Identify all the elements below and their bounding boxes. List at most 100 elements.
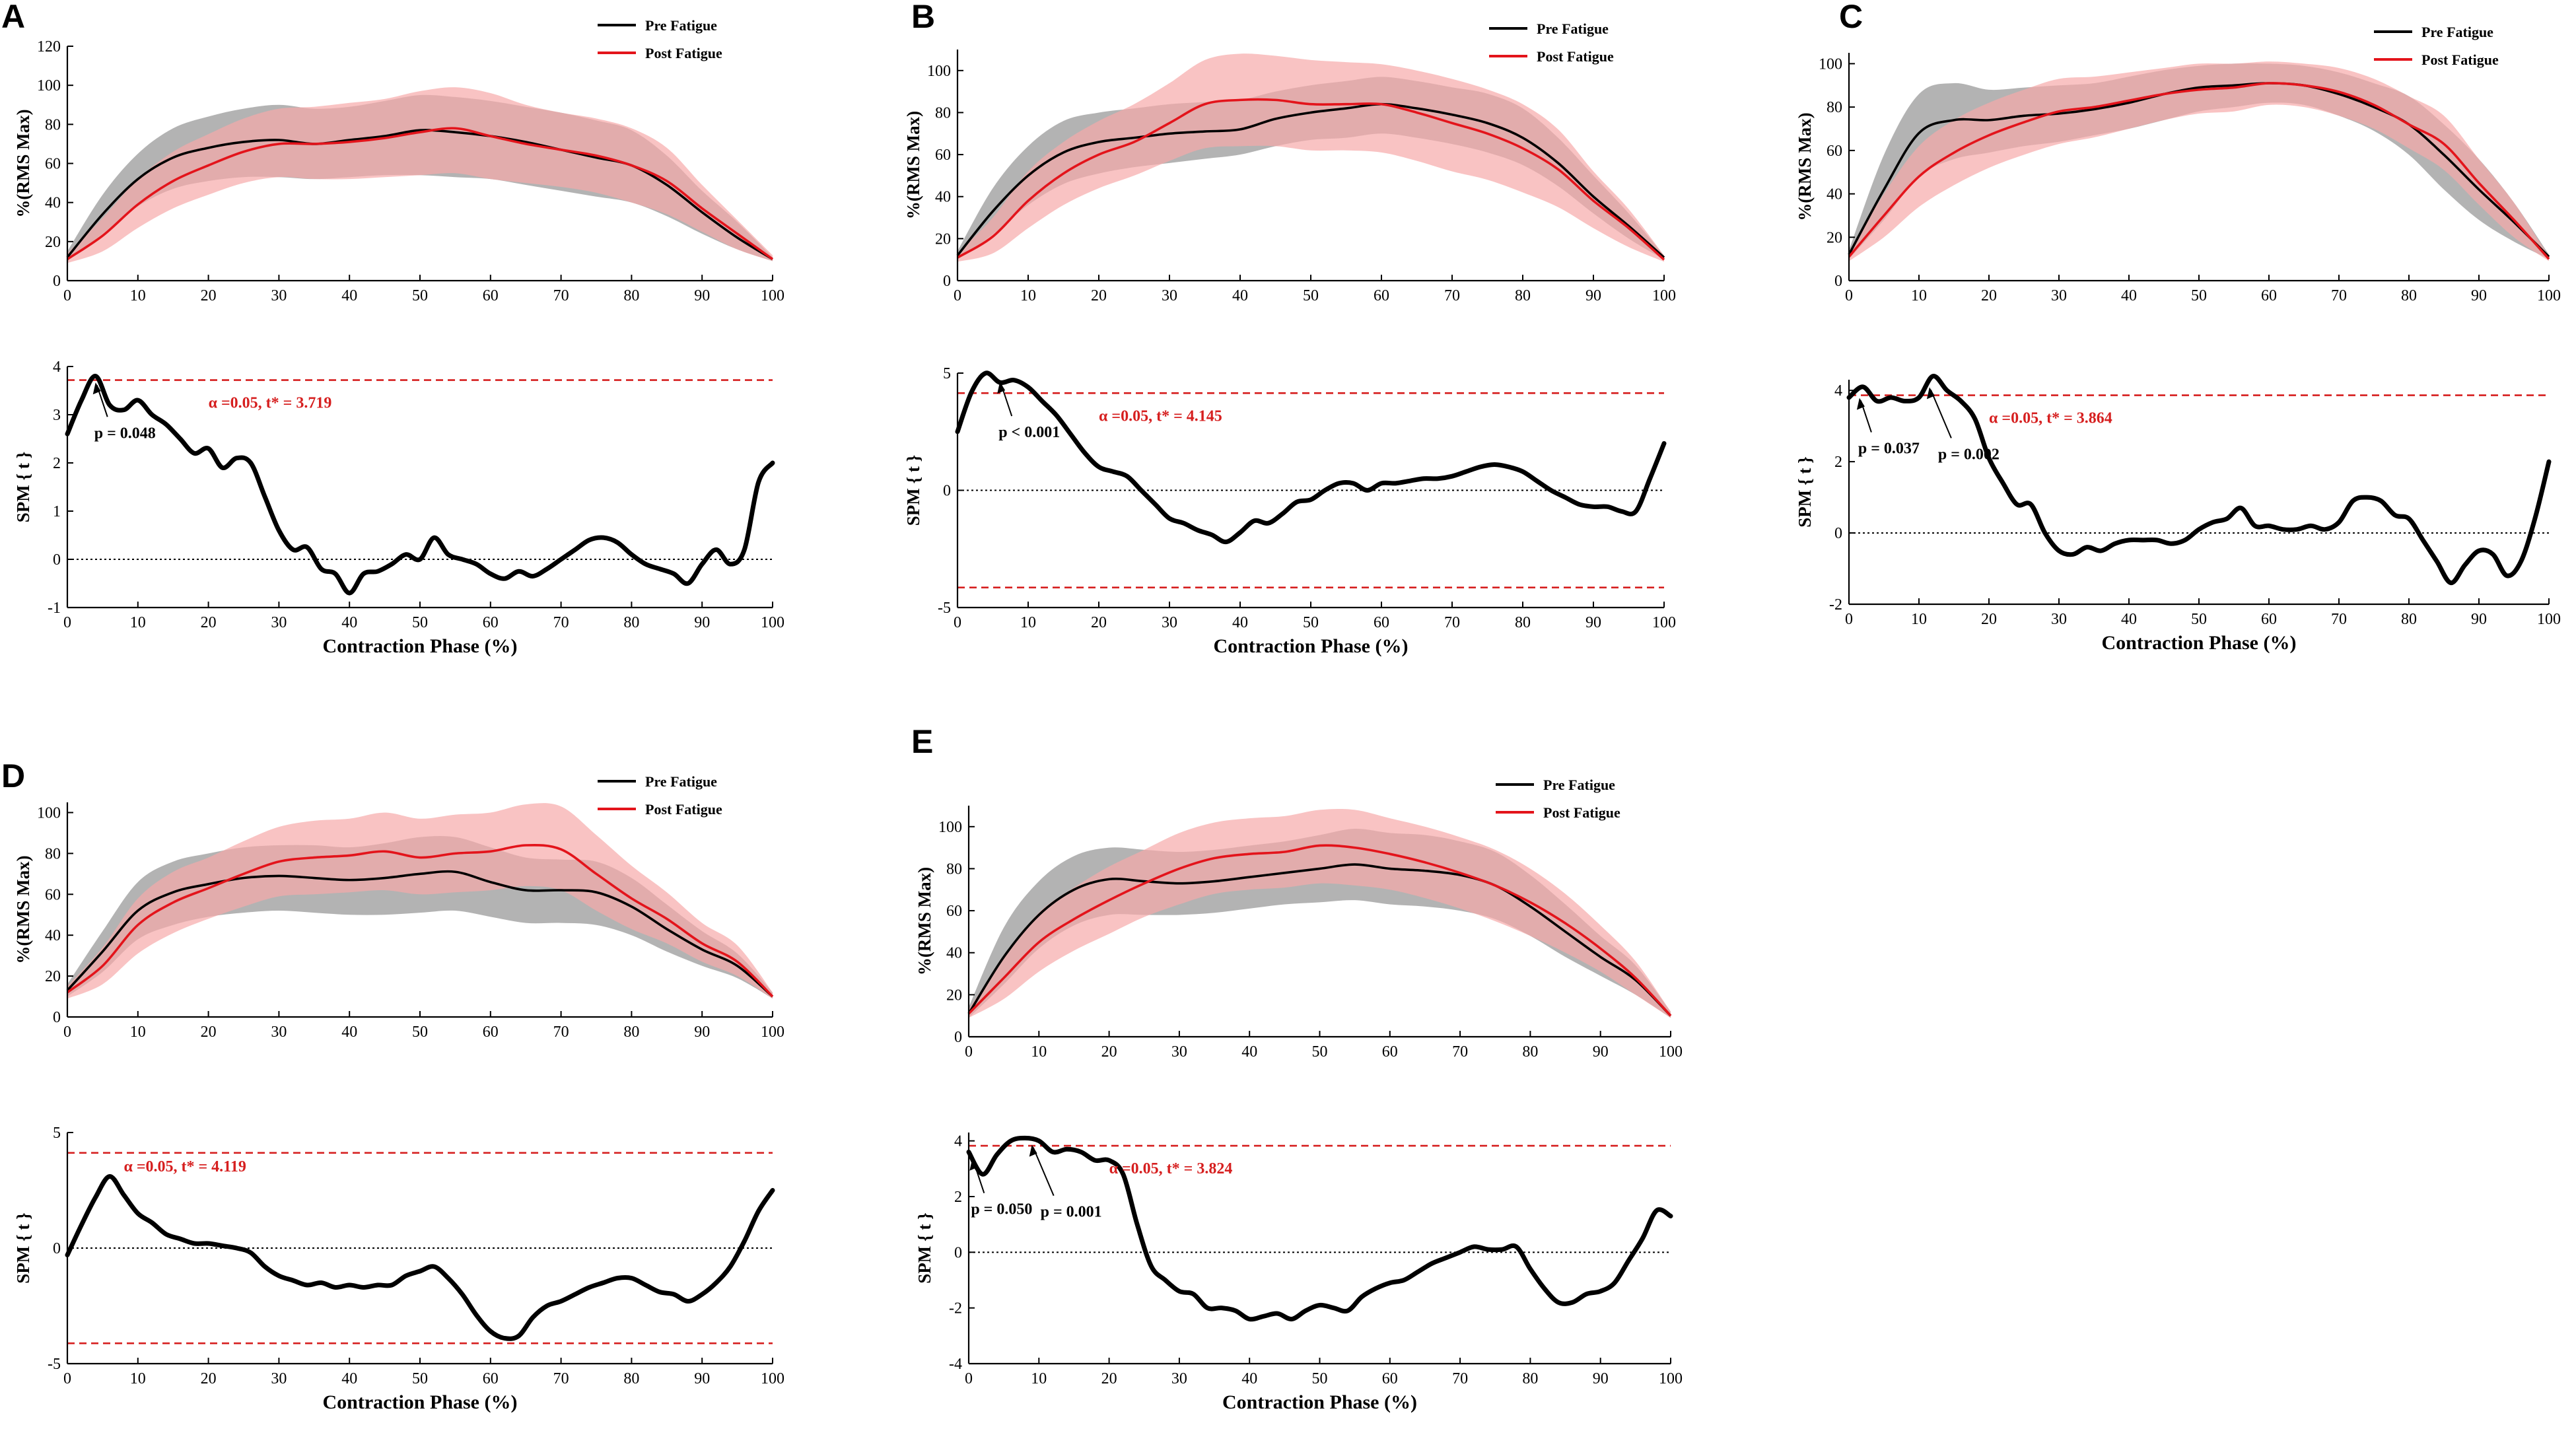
post-fatigue-band xyxy=(67,87,773,263)
legend-entry: Post Fatigue xyxy=(1537,48,1614,65)
spm-x-tick-label: 90 xyxy=(694,1370,710,1387)
threshold-label: α =0.05, t* = 3.864 xyxy=(1989,410,2112,427)
spm-y-axis-label: SPM { t } xyxy=(13,1212,33,1284)
post-fatigue-line xyxy=(67,127,774,260)
emg-x-tick-label: 30 xyxy=(2051,287,2067,304)
spm-y-axis-label: SPM { t } xyxy=(915,1212,934,1284)
spm-x-tick-label: 10 xyxy=(130,614,146,631)
emg-x-tick-label: 70 xyxy=(1444,287,1460,304)
post-fatigue-band xyxy=(1849,61,2549,262)
pre-fatigue-line xyxy=(967,863,1672,1017)
spm-x-tick-label: 40 xyxy=(1232,614,1248,631)
emg-x-tick-label: 50 xyxy=(412,287,428,304)
spm-trajectory xyxy=(955,370,1667,545)
panel-b: B0 10 20 30 40 50 60 70 80 90 100020406080100%(RMS… xyxy=(903,0,1676,657)
spm-y-tick-label: 0 xyxy=(1834,525,1842,542)
spm-y-tick-label: 1 xyxy=(53,503,61,520)
emg-y-tick-label: 80 xyxy=(45,116,61,133)
emg-x-tick-label: 40 xyxy=(2121,287,2137,304)
post-fatigue-line xyxy=(957,98,1665,261)
emg-plot: 0 10 20 30 40 50 60 70 80 90 100 0 20 40 60 80 100 120 %(R… xyxy=(13,17,784,304)
emg-plot: 0 10 20 30 40 50 60 70 80 90 100 0 20 40 60 80 100 %(RMS … xyxy=(1795,24,2561,304)
emg-y-tick-label: 80 xyxy=(45,845,61,862)
spm-x-tick-label: 30 xyxy=(271,1370,287,1387)
spm-x-tick-label: 30 xyxy=(2051,611,2067,628)
emg-y-tick-label: 40 xyxy=(45,927,61,944)
emg-x-tick-label: 90 xyxy=(694,1024,710,1041)
emg-y-tick-label: 80 xyxy=(946,860,962,878)
legend-entry: Pre Fatigue xyxy=(645,773,717,790)
emg-x-tick-label: 60 xyxy=(483,287,499,304)
spm-y-tick-label: 2 xyxy=(954,1189,962,1206)
emg-y-axis-label: %(RMS Max) xyxy=(1795,112,1815,221)
x-axis-title: Contraction Phase (%) xyxy=(2102,632,2297,654)
emg-y-tick-label: 80 xyxy=(1827,99,1842,116)
spm-x-tick-label: 60 xyxy=(483,614,499,631)
spm-plot: 0 10 20 30 40 50 60 70 80 90 100 -4 -2 0 2 4 SPM { t } α … xyxy=(915,1133,1683,1413)
emg-x-tick-label: 90 xyxy=(1593,1043,1609,1061)
panel-a: A0 10 20 30 40 50 60 70 80 90 100020406080100120%(… xyxy=(1,0,784,657)
spm-x-tick-label: 10 xyxy=(1031,1370,1047,1387)
spm-y-axis-label: SPM { t } xyxy=(903,455,923,526)
spm-y-tick-label: 5 xyxy=(943,365,951,382)
emg-y-tick-label: 40 xyxy=(946,945,962,962)
spm-y-tick-label: -1 xyxy=(48,600,61,617)
spm-y-tick-label: 4 xyxy=(1834,382,1842,400)
panel-label: E xyxy=(911,723,933,760)
annotation-arrowhead xyxy=(1856,398,1865,410)
emg-y-tick-label: 100 xyxy=(37,77,61,94)
threshold-label: α =0.05, t* = 4.145 xyxy=(1099,407,1222,425)
emg-y-tick-label: 60 xyxy=(935,147,951,164)
spm-x-tick-label: 70 xyxy=(1444,614,1460,631)
spm-x-tick-label: 50 xyxy=(412,1370,428,1387)
x-axis-title: Contraction Phase (%) xyxy=(323,1391,518,1413)
spm-x-tick-label: 0 xyxy=(63,1370,71,1387)
annotation-arrowhead xyxy=(969,1158,978,1171)
spm-x-tick-label: 100 xyxy=(1652,614,1676,631)
emg-y-tick-label: 20 xyxy=(946,987,962,1004)
legend-entry: Post Fatigue xyxy=(1543,804,1620,821)
emg-y-tick-label: 80 xyxy=(935,104,951,122)
emg-x-tick-label: 70 xyxy=(553,1024,569,1041)
emg-y-tick-label: 20 xyxy=(1827,229,1842,246)
legend-entry: Pre Fatigue xyxy=(645,17,717,34)
emg-x-tick-label: 100 xyxy=(1659,1043,1683,1061)
spm-x-tick-label: 30 xyxy=(271,614,287,631)
spm-x-tick-label: 20 xyxy=(1091,614,1107,631)
pre-fatigue-line xyxy=(956,102,1665,259)
spm-x-tick-label: 70 xyxy=(2331,611,2347,628)
emg-x-tick-label: 90 xyxy=(1585,287,1601,304)
spm-y-tick-label: -2 xyxy=(949,1300,962,1317)
post-fatigue-line xyxy=(66,843,774,998)
emg-y-tick-label: 20 xyxy=(935,230,951,248)
emg-x-tick-label: 50 xyxy=(2191,287,2207,304)
spm-x-tick-label: 40 xyxy=(341,1370,357,1387)
emg-x-tick-label: 80 xyxy=(1522,1043,1538,1061)
spm-y-tick-label: 0 xyxy=(954,1244,962,1261)
threshold-label: α =0.05, t* = 3.824 xyxy=(1109,1160,1233,1177)
emg-y-tick-label: 0 xyxy=(1834,273,1842,290)
spm-x-tick-label: 60 xyxy=(1382,1370,1398,1387)
emg-y-tick-label: 0 xyxy=(53,273,61,290)
spm-x-tick-label: 20 xyxy=(201,614,217,631)
emg-x-tick-label: 0 xyxy=(1845,287,1853,304)
spm-x-tick-label: 60 xyxy=(1374,614,1389,631)
p-value-annotation: p < 0.001 xyxy=(998,424,1060,441)
spm-x-tick-label: 40 xyxy=(341,614,357,631)
emg-plot: 0 10 20 30 40 50 60 70 80 90 100 0 20 40 60 80 100 %(RMS … xyxy=(903,20,1676,304)
emg-x-tick-label: 20 xyxy=(201,287,217,304)
panel-label: A xyxy=(1,0,25,35)
emg-x-tick-label: 20 xyxy=(1981,287,1997,304)
panel-label: C xyxy=(1839,0,1863,35)
spm-x-tick-label: 50 xyxy=(1312,1370,1328,1387)
panel-label: D xyxy=(1,757,25,794)
x-axis-title: Contraction Phase (%) xyxy=(1222,1391,1417,1413)
emg-x-tick-label: 10 xyxy=(1020,287,1036,304)
annotation-arrowhead xyxy=(997,382,1006,394)
emg-x-tick-label: 70 xyxy=(2331,287,2347,304)
emg-x-tick-label: 10 xyxy=(1911,287,1927,304)
spm-x-tick-label: 10 xyxy=(130,1370,146,1387)
